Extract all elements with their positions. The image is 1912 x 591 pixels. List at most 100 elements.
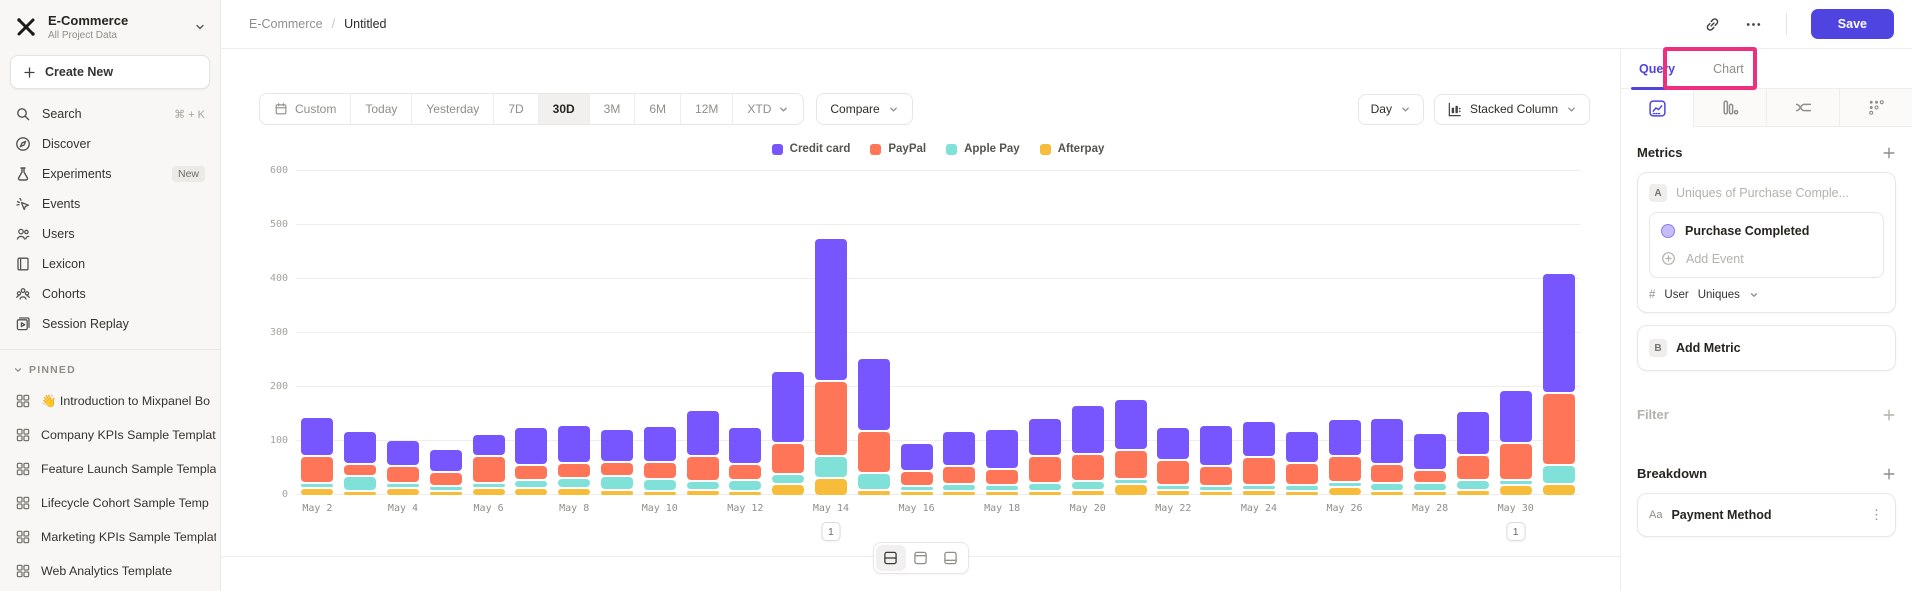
bar-segment-apple-pay[interactable] [729,481,762,490]
bar-segment-credit-card[interactable] [943,431,976,466]
bar-segment-afterpay[interactable] [1371,492,1404,495]
pinned-board-item[interactable]: Lifecycle Cohort Sample Temp [0,486,220,520]
pinned-board-item[interactable]: Web Analytics Template [0,554,220,588]
bar-segment-paypal[interactable] [900,472,933,485]
bar-segment-apple-pay[interactable] [1200,486,1233,490]
bar-segment-apple-pay[interactable] [1328,482,1361,487]
bar-segment-paypal[interactable] [1414,470,1447,483]
bar-segment-afterpay[interactable] [772,484,805,495]
add-event-row[interactable]: Add Event [1661,251,1872,266]
bar-segment-credit-card[interactable] [301,418,334,455]
bar-segment-apple-pay[interactable] [857,473,890,489]
pinned-board-item[interactable]: 👋 Introduction to Mixpanel Bo [0,384,220,418]
bar-segment-credit-card[interactable] [857,359,890,431]
bar-segment-apple-pay[interactable] [900,487,933,490]
sidebar-item-session-replay[interactable]: Session Replay [0,309,220,339]
bar-segment-credit-card[interactable] [1328,419,1361,456]
bar-segment-paypal[interactable] [386,467,419,482]
bar-segment-paypal[interactable] [1114,451,1147,478]
sidebar-item-experiments[interactable]: Experiments New [0,159,220,189]
bar-segment-afterpay[interactable] [1542,484,1575,495]
bar-segment-apple-pay[interactable] [986,485,1019,490]
bar-segment-apple-pay[interactable] [1542,465,1575,483]
bar-segment-afterpay[interactable] [986,492,1019,495]
legend-item-paypal[interactable]: PayPal [870,143,926,155]
bar-segment-apple-pay[interactable] [1242,485,1275,489]
date-range-7d[interactable]: 7D [494,94,539,124]
breadcrumb-project[interactable]: E-Commerce [249,17,323,31]
bar-segment-credit-card[interactable] [986,430,1019,469]
save-button[interactable]: Save [1810,9,1894,39]
bar-segment-afterpay[interactable] [729,492,762,495]
bar-segment-apple-pay[interactable] [344,476,377,490]
bar-segment-credit-card[interactable] [558,426,591,462]
bar-segment-afterpay[interactable] [1499,486,1532,495]
bar-segment-afterpay[interactable] [1200,491,1233,495]
bar-segment-credit-card[interactable] [643,426,676,461]
bar-segment-afterpay[interactable] [386,488,419,495]
bar-segment-paypal[interactable] [1328,457,1361,481]
bar-segment-paypal[interactable] [429,472,462,485]
bar-segment-afterpay[interactable] [515,488,548,495]
legend-item-apple-pay[interactable]: Apple Pay [946,143,1020,155]
measure-selector[interactable]: # User Uniques [1649,289,1884,301]
pinned-board-item[interactable]: Marketing KPIs Sample Templat [0,520,220,554]
date-range-3m[interactable]: 3M [590,94,636,124]
bar-segment-paypal[interactable] [1200,466,1233,485]
bar-segment-credit-card[interactable] [772,372,805,443]
annotation-count-badge[interactable]: 1 [821,522,841,541]
bar-segment-afterpay[interactable] [1071,490,1104,495]
bar-segment-paypal[interactable] [643,462,676,479]
bar-segment-paypal[interactable] [472,457,505,482]
sidebar-item-users[interactable]: Users [0,219,220,249]
bar-segment-credit-card[interactable] [472,434,505,456]
bar-segment-credit-card[interactable] [1499,390,1532,442]
date-range-30d[interactable]: 30D [538,94,590,124]
bar-segment-paypal[interactable] [1242,458,1275,484]
legend-item-afterpay[interactable]: Afterpay [1039,143,1104,155]
bar-segment-apple-pay[interactable] [558,478,591,488]
bar-segment-afterpay[interactable] [1157,490,1190,495]
bar-segment-apple-pay[interactable] [1414,484,1447,490]
bar-segment-credit-card[interactable] [729,428,762,464]
bar-segment-credit-card[interactable] [1071,405,1104,454]
pinned-board-item[interactable]: Company KPIs Sample Templat [0,418,220,452]
bar-segment-apple-pay[interactable] [1157,485,1190,489]
add-filter-plus-icon[interactable] [1882,408,1896,422]
bar-segment-paypal[interactable] [1071,455,1104,481]
bar-segment-afterpay[interactable] [1028,491,1061,495]
bar-segment-credit-card[interactable] [1157,427,1190,460]
bar-segment-apple-pay[interactable] [814,457,847,477]
bar-segment-afterpay[interactable] [943,491,976,495]
bar-segment-afterpay[interactable] [1328,488,1361,495]
bar-segment-paypal[interactable] [1542,394,1575,464]
bar-segment-afterpay[interactable] [1456,491,1489,495]
bar-segment-credit-card[interactable] [386,441,419,466]
pinned-board-item[interactable]: Feature Launch Sample Templa [0,452,220,486]
bar-segment-paypal[interactable] [1371,465,1404,483]
bar-segment-paypal[interactable] [943,467,976,484]
breakdown-options-kebab-icon[interactable]: ⋮ [1870,507,1884,522]
date-range-custom[interactable]: Custom [260,94,352,124]
copy-link-icon[interactable] [1704,16,1721,33]
date-range-xtd[interactable]: XTD [733,94,803,124]
breakdown-card-payment-method[interactable]: Aa Payment Method ⋮ [1637,493,1896,537]
add-metric-plus-icon[interactable] [1882,146,1896,160]
bar-segment-afterpay[interactable] [1114,485,1147,495]
bar-segment-paypal[interactable] [1456,455,1489,479]
bar-segment-afterpay[interactable] [1242,490,1275,495]
granularity-dropdown[interactable]: Day [1357,93,1424,125]
bar-segment-credit-card[interactable] [1414,434,1447,469]
bar-segment-apple-pay[interactable] [1371,484,1404,490]
bar-segment-afterpay[interactable] [301,489,334,495]
bar-segment-apple-pay[interactable] [686,481,719,489]
bar-segment-paypal[interactable] [772,444,805,474]
bar-segment-credit-card[interactable] [814,238,847,380]
breadcrumb-report-title[interactable]: Untitled [344,17,387,31]
bar-segment-credit-card[interactable] [686,411,719,455]
bar-segment-apple-pay[interactable] [1456,480,1489,490]
tab-chart[interactable]: Chart [1713,61,1744,76]
bar-segment-afterpay[interactable] [429,492,462,495]
bar-segment-apple-pay[interactable] [472,483,505,487]
bar-segment-paypal[interactable] [301,456,334,483]
